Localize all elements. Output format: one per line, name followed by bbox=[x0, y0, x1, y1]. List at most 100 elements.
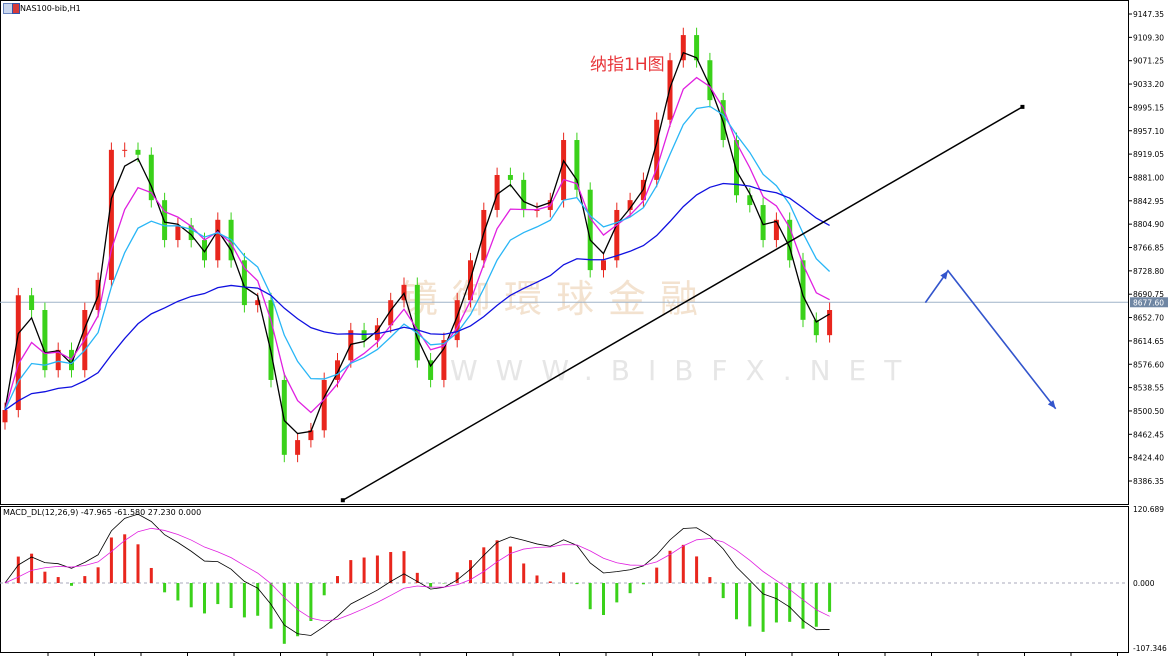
candle-body bbox=[574, 140, 580, 190]
watermark-url: WWW.BIBFX.NET bbox=[450, 354, 919, 387]
candle-body bbox=[55, 349, 61, 371]
candle-body bbox=[29, 295, 35, 311]
macd-histogram-bar bbox=[16, 556, 20, 583]
candle-body bbox=[388, 300, 394, 326]
candle-body bbox=[441, 340, 447, 380]
candle-body bbox=[747, 195, 753, 206]
candle-body bbox=[627, 200, 633, 210]
macd-histogram-bar bbox=[708, 577, 712, 583]
candle-body bbox=[534, 209, 540, 211]
macd-histogram-bar bbox=[748, 583, 752, 627]
macd-histogram-bar bbox=[628, 583, 632, 594]
candle-body bbox=[760, 205, 766, 241]
y-tick-label: 9033.20 bbox=[1133, 80, 1164, 89]
y-tick-label: 8919.05 bbox=[1133, 150, 1164, 159]
y-tick-label: 8386.35 bbox=[1133, 477, 1164, 486]
macd-histogram-bar bbox=[615, 583, 619, 603]
candle-body bbox=[175, 225, 181, 241]
macd-histogram-bar bbox=[375, 555, 379, 583]
candle-body bbox=[614, 209, 620, 261]
y-tick-label: 9147.35 bbox=[1133, 10, 1164, 19]
y-tick-label: 8995.15 bbox=[1133, 103, 1164, 112]
macd-histogram-bar bbox=[136, 544, 140, 583]
candle-body bbox=[587, 189, 593, 271]
main-pane-frame bbox=[0, 0, 1129, 505]
candle-body bbox=[42, 310, 48, 371]
macd-line bbox=[4, 513, 830, 636]
macd-histogram-bar bbox=[721, 583, 725, 599]
candle-body bbox=[122, 149, 128, 151]
candle-body bbox=[428, 360, 434, 380]
macd-histogram-bar bbox=[469, 560, 472, 583]
macd-histogram-bar bbox=[96, 567, 100, 583]
y-tick-label: 8842.95 bbox=[1133, 197, 1164, 206]
candle-body bbox=[694, 35, 700, 61]
macd-histogram-bar bbox=[309, 583, 313, 622]
candle-body bbox=[787, 219, 793, 261]
candle-body bbox=[188, 225, 194, 241]
macd-tick-label: 0.000 bbox=[1133, 579, 1155, 588]
macd-histogram-bar bbox=[402, 551, 406, 583]
macd-histogram-bar bbox=[176, 583, 180, 601]
candle-body bbox=[374, 325, 380, 341]
macd-histogram-bar bbox=[123, 534, 127, 583]
candle-body bbox=[148, 154, 154, 201]
candle-body bbox=[707, 60, 713, 101]
macd-histogram-bar bbox=[203, 583, 206, 614]
y-tick-label: 8766.85 bbox=[1133, 244, 1164, 253]
macd-histogram-bar bbox=[336, 576, 339, 583]
macd-label: MACD_DL(12,26,9) -47.965 -61.580 27.230 … bbox=[3, 508, 202, 517]
y-tick-label: 8576.60 bbox=[1133, 360, 1164, 369]
fast-ma-line bbox=[4, 51, 830, 435]
macd-histogram-bar bbox=[349, 560, 353, 583]
macd-histogram-bar bbox=[229, 583, 233, 609]
macd-histogram-bar bbox=[429, 583, 433, 588]
y-tick-label: 8652.70 bbox=[1133, 314, 1164, 323]
macd-histogram-bar bbox=[282, 583, 286, 644]
y-tick-label: 9071.25 bbox=[1133, 57, 1164, 66]
candle-body bbox=[321, 379, 327, 431]
macd-histogram-bar bbox=[508, 546, 512, 583]
y-tick-label: 8538.55 bbox=[1133, 384, 1164, 393]
candle-body bbox=[414, 284, 420, 361]
candle-body bbox=[15, 295, 21, 411]
macd-histogram-bar bbox=[269, 583, 273, 629]
y-tick-label: 8957.10 bbox=[1133, 127, 1164, 136]
candle-body bbox=[800, 260, 806, 320]
candle-body bbox=[268, 300, 274, 380]
macd-histogram-bar bbox=[681, 544, 685, 583]
y-tick-label: 8690.75 bbox=[1133, 290, 1164, 299]
y-tick-label: 8804.90 bbox=[1133, 220, 1164, 229]
macd-histogram-bar bbox=[256, 583, 260, 616]
macd-histogram-bar bbox=[641, 583, 645, 585]
macd-histogram-bar bbox=[389, 552, 393, 583]
candle-body bbox=[308, 430, 314, 441]
macd-histogram-bar bbox=[163, 583, 167, 593]
candle-body bbox=[202, 240, 207, 261]
macd-histogram-bar bbox=[322, 583, 326, 596]
macd-tick-label: -107.346 bbox=[1133, 644, 1167, 653]
slow-ma-line bbox=[4, 105, 831, 411]
macd-histogram-bar bbox=[455, 572, 459, 583]
candle-body bbox=[494, 174, 500, 210]
candle-body bbox=[108, 149, 114, 280]
macd-histogram-bar bbox=[43, 571, 47, 583]
macd-histogram-bar bbox=[482, 547, 486, 583]
candle-body bbox=[295, 440, 301, 455]
candle-body bbox=[773, 219, 779, 241]
macd-histogram-bar bbox=[242, 583, 246, 618]
candle-body bbox=[454, 300, 460, 341]
candle-body bbox=[654, 119, 660, 180]
support-trendline bbox=[342, 106, 1023, 501]
candle-body bbox=[827, 310, 833, 336]
candle-body bbox=[162, 200, 168, 241]
current-price-badge bbox=[1130, 297, 1168, 308]
macd-histogram-bar bbox=[362, 557, 366, 583]
macd-histogram-bar bbox=[668, 550, 672, 583]
candle-body bbox=[215, 219, 221, 261]
arrow-down-head bbox=[1047, 400, 1056, 409]
macd-histogram-bar bbox=[442, 583, 446, 584]
macd-histogram-bar bbox=[774, 583, 778, 623]
macd-histogram-bar bbox=[695, 556, 699, 583]
